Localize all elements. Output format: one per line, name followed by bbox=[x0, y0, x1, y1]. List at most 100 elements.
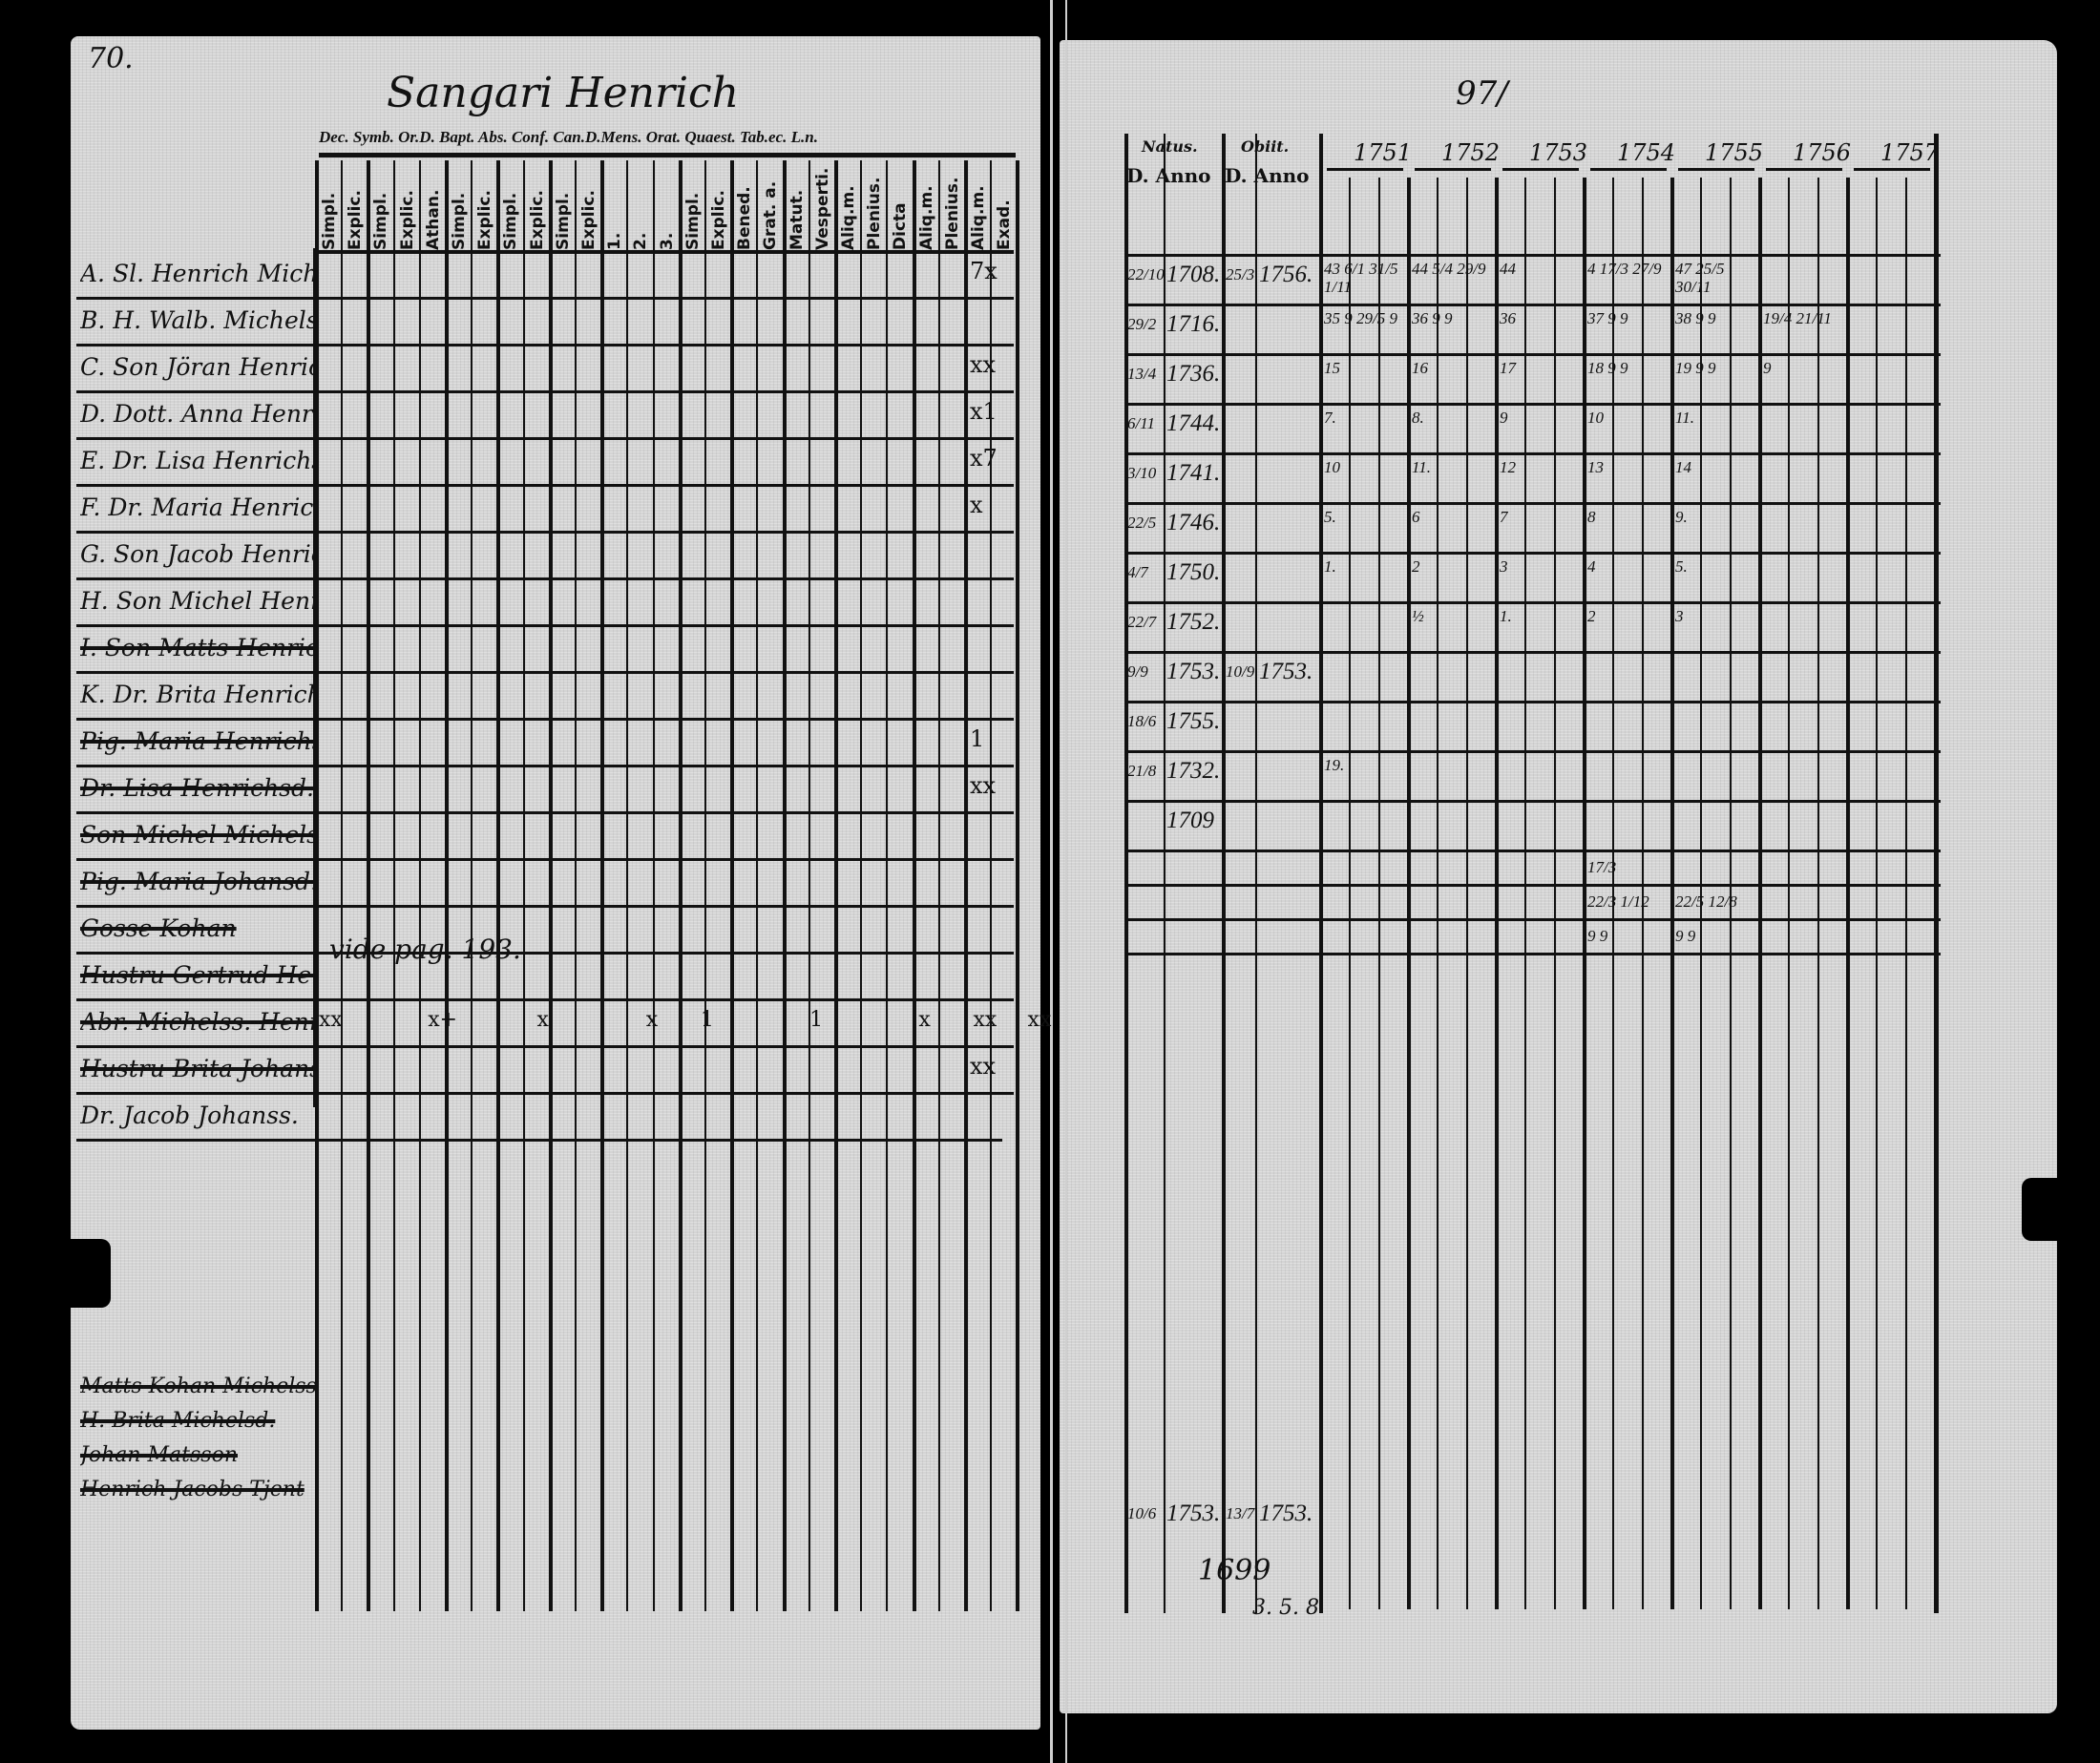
right-row-line bbox=[1124, 701, 1941, 703]
natus-day: 6/11 bbox=[1127, 414, 1155, 432]
column-header: Explic. bbox=[397, 190, 417, 250]
left-column-line bbox=[964, 160, 968, 1611]
left-row-line bbox=[76, 390, 1014, 393]
year-entry: 35 9 29/5 9 bbox=[1324, 309, 1397, 327]
left-row-line bbox=[76, 858, 1014, 861]
page-notch bbox=[2022, 1178, 2089, 1241]
year-subcolumn-line bbox=[1876, 178, 1878, 1609]
year-entry: ½ bbox=[1412, 607, 1424, 625]
year-entry: 15 bbox=[1324, 359, 1340, 377]
natus-year: 1736. bbox=[1166, 361, 1221, 387]
natus-sublabel: D. Anno bbox=[1126, 164, 1211, 187]
obiit-day: 25/3 bbox=[1226, 265, 1255, 283]
year-underline bbox=[1766, 168, 1842, 171]
left-row-line bbox=[76, 905, 1014, 908]
natus-year: 1746. bbox=[1166, 510, 1221, 535]
left-row-line bbox=[76, 1139, 1002, 1142]
right-column-line bbox=[1124, 134, 1128, 1613]
column-header: Explic. bbox=[527, 190, 547, 250]
left-column-line bbox=[315, 160, 319, 1611]
column-header: Explic. bbox=[475, 190, 495, 250]
household-member-name: Gosse Kohan bbox=[80, 914, 237, 942]
left-row-line bbox=[76, 624, 1014, 627]
left-row-line bbox=[76, 437, 1014, 440]
right-row-line bbox=[1124, 502, 1941, 505]
column-header: Plenius. bbox=[942, 177, 962, 250]
household-member-name: Hustru Gertrud Henrichsd. bbox=[80, 961, 313, 989]
left-column-line bbox=[575, 160, 577, 1611]
right-row-line bbox=[1124, 403, 1941, 406]
year-underline bbox=[1502, 168, 1579, 171]
exam-mark: x bbox=[970, 492, 983, 518]
left-column-line bbox=[367, 160, 371, 1611]
column-header: Explic. bbox=[709, 190, 728, 250]
natus-day: 3/10 bbox=[1127, 464, 1157, 482]
column-header: Simpl. bbox=[450, 192, 469, 250]
year-entry: 9. bbox=[1675, 508, 1688, 526]
column-header: 2. bbox=[631, 232, 651, 250]
year-underline bbox=[1327, 168, 1403, 171]
left-row-line bbox=[76, 671, 1014, 674]
exam-mark: x bbox=[918, 1008, 931, 1032]
gutter-line bbox=[1065, 0, 1067, 1763]
year-header: 1754 bbox=[1617, 139, 1676, 166]
left-column-line bbox=[990, 160, 993, 1611]
column-header: Aliq.m. bbox=[839, 185, 858, 250]
household-member-name: Dr. Lisa Henrichsd. bbox=[80, 774, 313, 802]
household-member-name: Abr. Michelss. Henrichss. bbox=[80, 1008, 313, 1036]
left-row-line bbox=[76, 998, 1014, 1001]
obiit-day: 13/7 bbox=[1226, 1504, 1255, 1522]
year-entry: 9 9 bbox=[1675, 927, 1696, 945]
household-member-name: A. Sl. Henrich Michelss. bbox=[80, 260, 313, 287]
natus-day: 22/10 bbox=[1127, 265, 1165, 283]
left-row-line bbox=[76, 344, 1014, 346]
left-column-line bbox=[652, 160, 655, 1611]
right-row-line bbox=[1124, 918, 1941, 921]
household-title: Sangari Henrich bbox=[387, 69, 740, 117]
left-column-line bbox=[808, 160, 810, 1611]
household-member-name: Pig. Maria Henrichsd. bbox=[80, 727, 313, 755]
year-entry: 5. bbox=[1675, 557, 1688, 576]
year-entry: 8 bbox=[1587, 508, 1596, 526]
year-subcolumn-line bbox=[1349, 178, 1351, 1609]
year-subcolumn-line bbox=[1466, 178, 1468, 1609]
column-header: Explic. bbox=[346, 190, 366, 250]
natus-year: 1752. bbox=[1166, 609, 1221, 635]
year-entry: 5. bbox=[1324, 508, 1336, 526]
exam-mark: x bbox=[536, 1008, 549, 1032]
year-entry: 17 bbox=[1500, 359, 1516, 377]
natus-day: 29/2 bbox=[1127, 315, 1157, 333]
natus-year: 1753. bbox=[1166, 659, 1221, 684]
year-subcolumn-line bbox=[1730, 178, 1732, 1609]
year-subcolumn-line bbox=[1905, 178, 1907, 1609]
left-column-line bbox=[392, 160, 395, 1611]
year-entry: 13 bbox=[1587, 458, 1604, 476]
column-header: Plenius. bbox=[865, 177, 885, 250]
year-entry: 4 17/3 27/9 bbox=[1587, 260, 1662, 278]
year-subcolumn-line bbox=[1788, 178, 1790, 1609]
left-row-line bbox=[76, 484, 1014, 487]
bottom-entry: Matts Kohan Michelss. bbox=[80, 1375, 319, 1398]
column-header: Exad. bbox=[995, 199, 1015, 250]
natus-day: 9/9 bbox=[1127, 662, 1148, 681]
exam-mark: x7 bbox=[970, 445, 998, 472]
bottom-entry: H. Brita Michelsd. bbox=[80, 1409, 276, 1433]
left-column-line bbox=[834, 160, 838, 1611]
year-entry: 1. bbox=[1500, 607, 1512, 625]
year-subcolumn-line bbox=[1846, 178, 1850, 1609]
natus-year: 1755. bbox=[1166, 708, 1221, 734]
household-member-name: I. Son Matts Henrichss. bbox=[80, 634, 313, 661]
year-header: 1756 bbox=[1793, 139, 1852, 166]
year-entry: 19. bbox=[1324, 756, 1345, 774]
right-row-line bbox=[1124, 353, 1941, 356]
right-column-line bbox=[1255, 134, 1257, 1613]
natus-year: 1741. bbox=[1166, 460, 1221, 486]
group-headers: Dec. Symb. Or.D. Bapt. Abs. Conf. Can.D.… bbox=[319, 128, 818, 146]
year-subcolumn-line bbox=[1524, 178, 1526, 1609]
year-subcolumn-line bbox=[1554, 178, 1556, 1609]
folio-number: 97/ bbox=[1456, 74, 1508, 113]
year-entry: 11. bbox=[1675, 409, 1694, 427]
household-member-name: Dr. Jacob Johanss. bbox=[80, 1102, 299, 1129]
left-row-line bbox=[76, 1045, 1014, 1048]
left-row-line bbox=[76, 718, 1014, 721]
